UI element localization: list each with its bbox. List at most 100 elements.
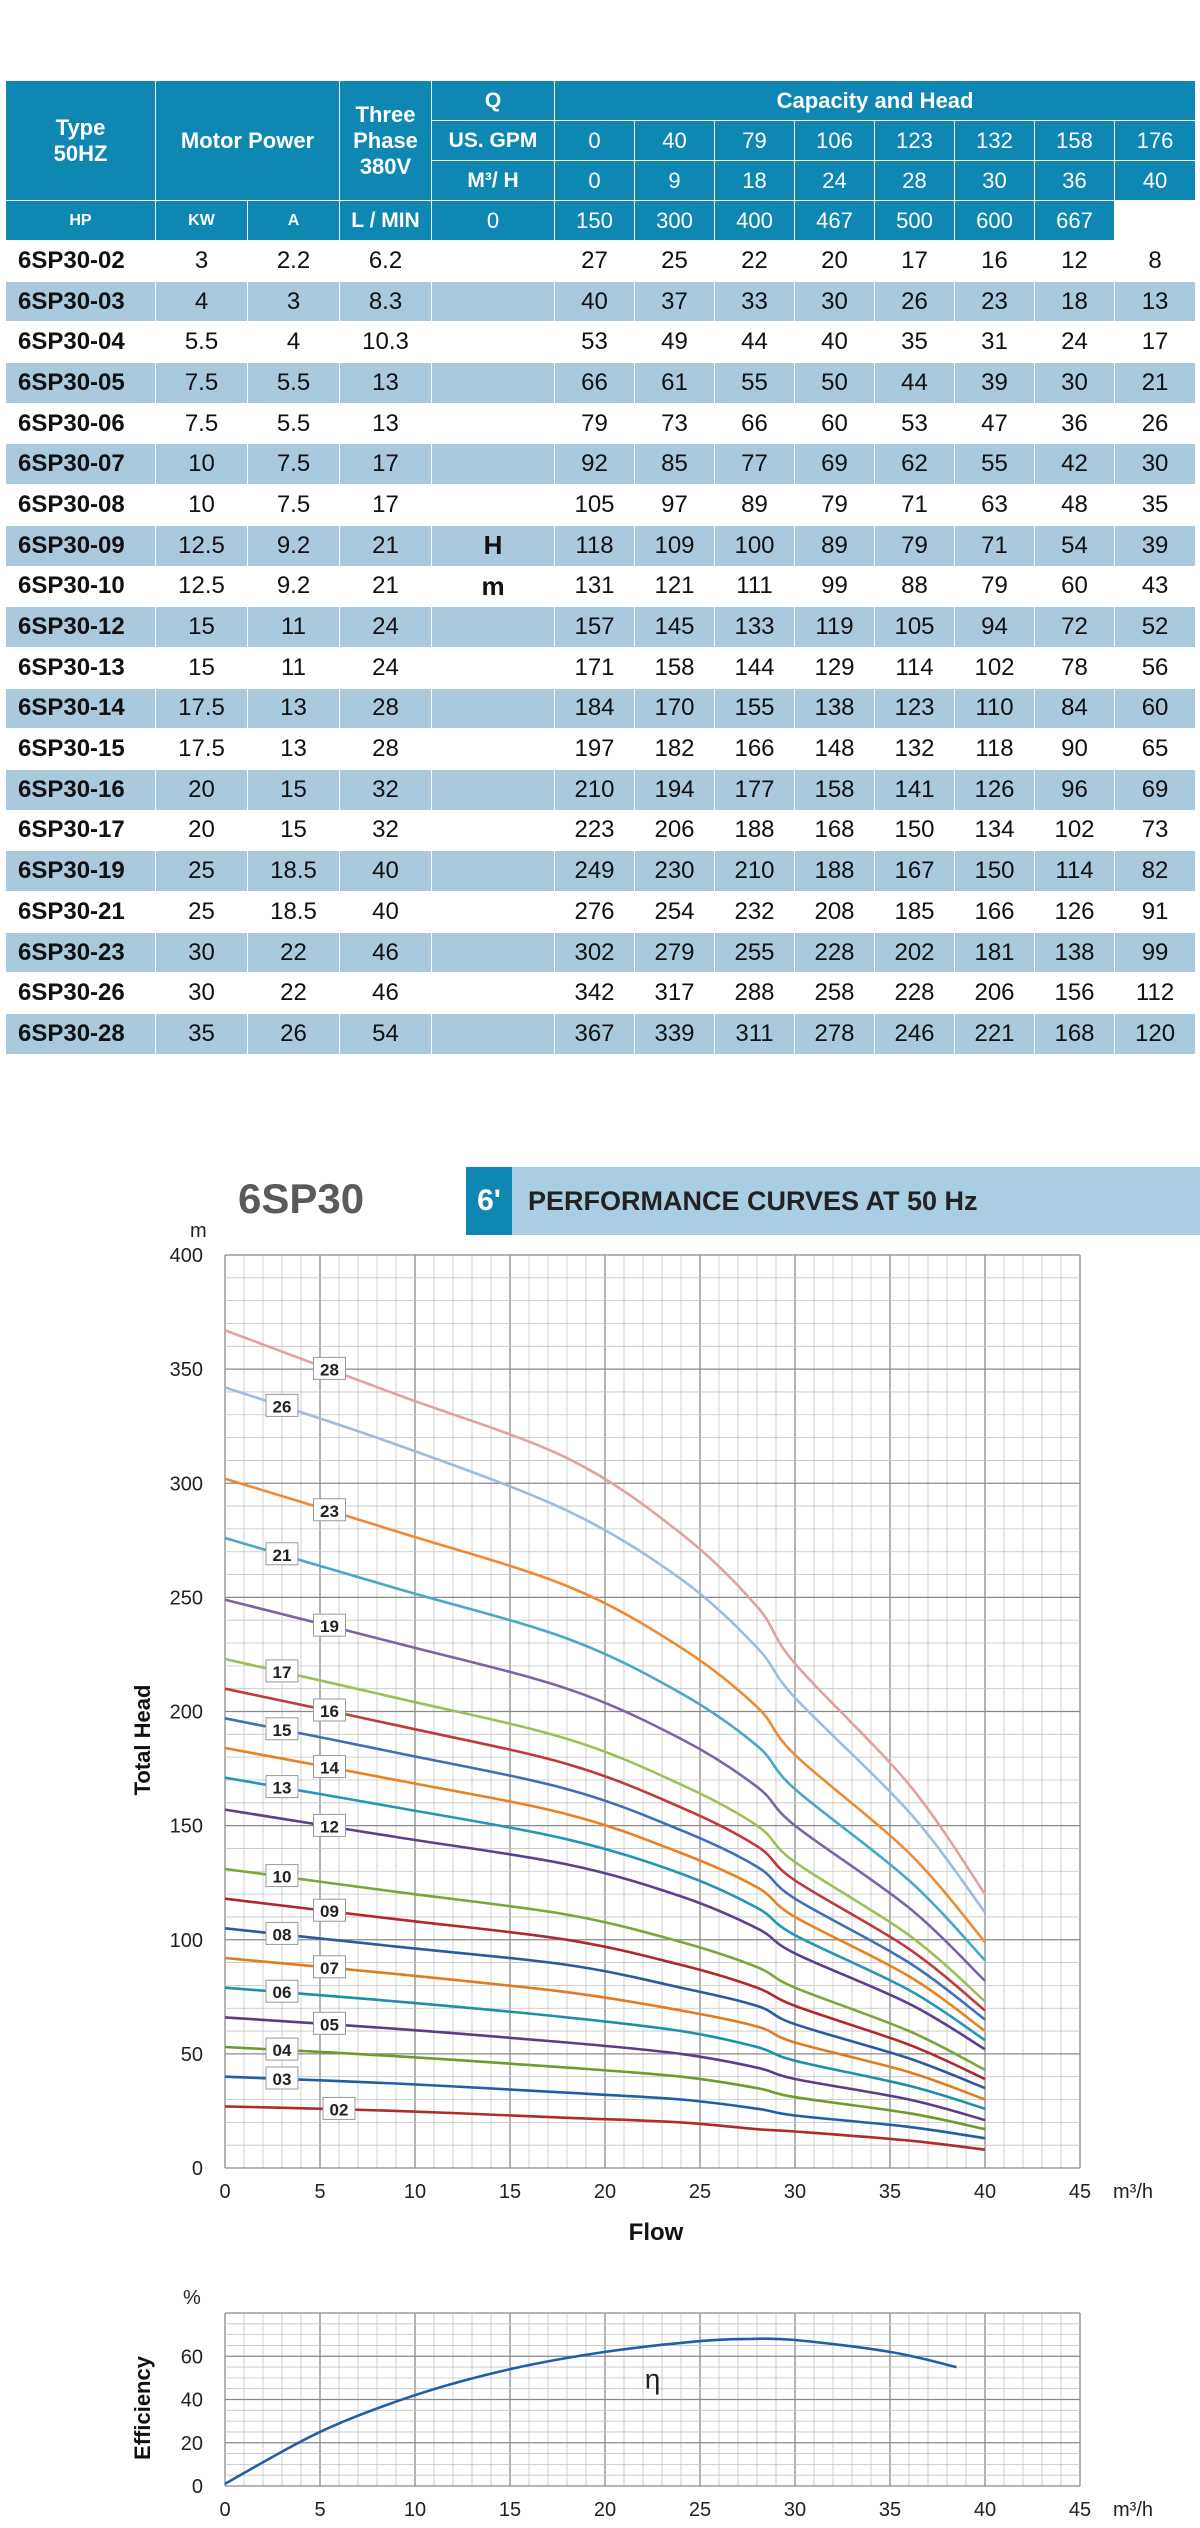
head-value-cell: 228 [874,972,956,1015]
curve-label-box [313,2011,346,2035]
us_gpm-value: 132 [954,120,1036,161]
head-value-cell: 77 [714,443,796,486]
kw-cell: 11 [246,646,341,689]
curve-label-box [313,1813,346,1837]
amp-cell: 21 [339,524,433,567]
type-cell: 6SP30-28 [5,1013,156,1055]
head-unit-cell: m [431,565,556,608]
table-row: 6SP30-04 5.5 4 10.3 53 49 44 40 35 31 24 17 [5,321,1197,364]
head-value-cell: 188 [794,850,876,892]
head-value-cell: 71 [954,524,1036,567]
hp-cell: 15 [155,646,248,689]
head-value-cell: 60 [1114,687,1197,730]
head-value-cell: 8 [1114,240,1197,282]
kw-cell: 26 [246,1013,341,1055]
curve-label-box [265,1775,299,1799]
three-phase-line1: Three [355,101,416,127]
hp-cell: 30 [155,931,248,974]
head-value-cell: 311 [714,1013,796,1055]
hp-header: HP [5,200,156,241]
head-value-cell: 65 [1114,728,1197,770]
curve-15 [224,1717,986,2021]
hp-cell: 20 [155,809,248,852]
size-badge: 6ʹ [466,1167,512,1235]
head-value-cell: 184 [554,687,636,730]
curve-label-box [313,1356,346,1380]
type-cell: 6SP30-04 [5,321,156,364]
head-value-cell: 20 [794,240,876,282]
head-value-cell: 99 [1114,931,1197,974]
head-value-cell: 78 [1034,646,1116,689]
curve-label-12: 12 [320,1817,339,1836]
curve-label-09: 09 [320,1902,339,1921]
x-tick-label: 20 [594,2499,616,2521]
table-row: 6SP30-23 30 22 46 302 279 255 228 202 181 138 99 [5,931,1197,974]
head-value-cell: 367 [554,1013,636,1055]
head-value-cell: 39 [954,362,1036,404]
head-value-cell: 131 [554,565,636,608]
x-tick-label: 45 [1069,2499,1091,2521]
head-flow-chart: 0 5 10 15 20 25 30 35 40 450501001502002503003504… [130,1220,1153,2246]
hp-cell: 35 [155,1013,248,1055]
table-row: 6SP30-19 25 18.5 40 249 230 210 188 167 150 114 82 [5,850,1197,892]
head-value-cell: 150 [874,809,956,852]
hp-cell: 30 [155,972,248,1015]
head-value-cell: 26 [874,280,956,323]
amp-cell: 17 [339,484,433,526]
lmin-value: 467 [794,200,876,241]
y-tick-label: 100 [170,1930,203,1952]
curve-label-box [265,1979,299,2003]
y-tick-label: 50 [181,2044,203,2066]
curve-16 [224,1687,986,2012]
m3h-value: 24 [794,160,876,201]
blank-cell [431,362,556,404]
head-value-cell: 53 [874,402,956,445]
amp-cell: 24 [339,646,433,689]
head-value-cell: 12 [1034,240,1116,282]
head-value-cell: 114 [874,646,956,689]
y-tick-label: 40 [181,2390,203,2412]
kw-cell: 2.2 [246,240,341,282]
head-value-cell: 89 [714,484,796,526]
curve-label-box [265,1717,299,1741]
head-value-cell: 342 [554,972,636,1015]
head-value-cell: 279 [634,931,716,974]
head-value-cell: 26 [1114,402,1197,445]
x-tick-label: 5 [314,2499,325,2521]
head-value-cell: 182 [634,728,716,770]
type-cell: 6SP30-21 [5,891,156,933]
head-value-cell: 30 [1114,443,1197,486]
model-title: 6SP30 [238,1175,365,1222]
m3h-value: 0 [554,160,636,201]
blank-cell [431,402,556,445]
curve-label-21: 21 [273,1546,292,1565]
head-value-cell: 118 [554,524,636,567]
x-tick-label: 0 [219,2181,230,2203]
head-value-cell: 121 [634,565,716,608]
curve-14 [224,1746,986,2033]
blank-cell [431,606,556,648]
head-value-cell: 210 [554,768,636,811]
head-value-cell: 23 [954,280,1036,323]
type-cell: 6SP30-05 [5,362,156,404]
table-row: 6SP30-15 17.5 13 28 197 182 166 148 132 118 90 65 [5,728,1197,770]
curve-label-10: 10 [273,1868,292,1887]
hp-cell: 4 [155,280,248,323]
head-value-cell: 158 [634,646,716,689]
curve-label-03: 03 [273,2070,292,2089]
q-header: Q [431,80,556,121]
table-row: 6SP30-21 25 18.5 40 276 254 232 208 185 166 126 91 [5,891,1197,933]
head-value-cell: 246 [874,1013,956,1055]
x-unit-label: m³/h [1113,2181,1153,2203]
type-cell: 6SP30-08 [5,484,156,526]
x-axis-title: Flow [629,2219,684,2246]
curve-10 [224,1867,986,2072]
hp-cell: 12.5 [155,565,248,608]
curve-label-06: 06 [273,1983,292,2002]
head-value-cell: 35 [1114,484,1197,526]
lmin-value: 150 [554,200,636,241]
x-tick-label: 45 [1069,2181,1091,2203]
curve-21 [224,1536,986,1962]
head-value-cell: 150 [954,850,1036,892]
head-value-cell: 31 [954,321,1036,364]
